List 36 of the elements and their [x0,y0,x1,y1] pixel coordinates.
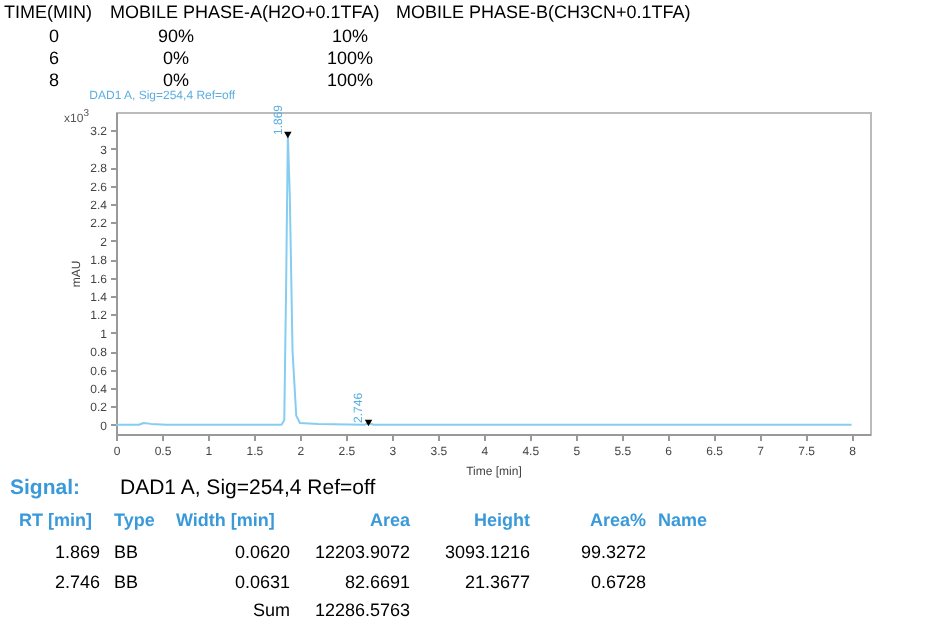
text: 0.6728 [590,572,646,592]
text: 90% [157,26,195,46]
text: 0 [48,26,60,46]
text: Signal: [10,476,81,500]
text: 0.0631 [234,572,290,592]
text: BB [114,572,139,592]
text: DAD1 A, Sig=254,4 Ref=off [120,476,376,500]
line-series [115,131,853,427]
text: Type [114,510,155,530]
text: Name [658,510,708,530]
text: 82.6691 [344,572,410,592]
text: 2.746 [54,572,100,592]
text: MOBILE PHASE-B(CH3CN+0.1TFA) [396,2,691,22]
text: Sum [252,600,290,620]
text: 0.0620 [234,542,290,562]
text: 1.869 [54,542,100,562]
text: Area [369,510,410,530]
text: Area% [589,510,646,530]
text: 8 [48,70,60,90]
text: Height [474,510,530,530]
text: BB [114,542,139,562]
text: MOBILE PHASE-A(H2O+0.1TFA) [110,2,380,22]
text: 100% [326,48,374,68]
text: 0% [162,48,190,68]
text: 3093.1216 [444,542,530,562]
text: 21.3677 [464,572,530,592]
text: 12286.5763 [314,600,410,620]
text: 10% [331,26,369,46]
text: 0% [162,70,190,90]
text: 6 [48,48,60,68]
text: TIME(MIN) [4,2,92,22]
text: 12203.9072 [314,542,410,562]
text: 99.3272 [580,542,646,562]
text: RT [min] [19,510,92,530]
text: 100% [326,70,374,90]
text: Width [min] [176,510,275,530]
